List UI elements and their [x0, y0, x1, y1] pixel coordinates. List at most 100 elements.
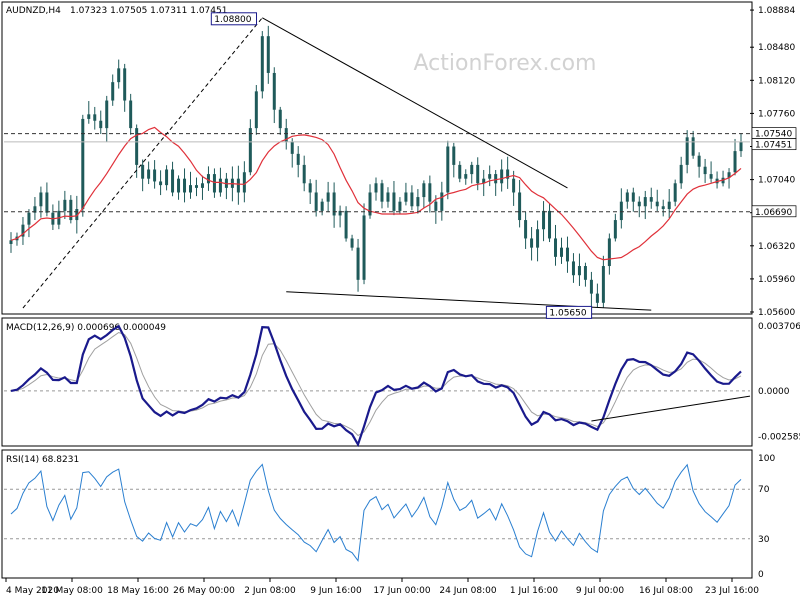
price-tick-label: 1.07040 [758, 176, 795, 186]
trough-annotation: 1.05650 [549, 308, 586, 318]
candle-body [571, 261, 575, 276]
candle-body [392, 192, 396, 211]
price-tick-label: 1.08120 [758, 76, 795, 86]
price-tick-label: 1.05960 [758, 275, 795, 285]
candle-body [559, 247, 563, 257]
x-tick-label: 23 Jul 16:00 [705, 586, 759, 596]
candle-body [577, 266, 581, 276]
candle-body [506, 169, 510, 179]
candle-body [153, 169, 157, 182]
candle-body [410, 192, 414, 207]
candle-body [39, 192, 43, 207]
lower-level-label-box [751, 205, 797, 218]
candle-body [296, 153, 300, 165]
candle-body [344, 210, 348, 239]
candle-body [619, 201, 623, 221]
rsi-tick-label: 0 [758, 570, 764, 580]
candle-body [194, 185, 198, 188]
candle-body [386, 192, 390, 202]
candle-body [117, 68, 121, 83]
candle-body [218, 178, 222, 193]
candle-body [93, 114, 97, 121]
macd-tick-label: -0.002585 [758, 433, 800, 443]
candle-body [494, 174, 498, 184]
candle-body [434, 201, 438, 211]
candle-body [637, 201, 641, 207]
candle-body [260, 36, 264, 92]
overlays-group: 1.08800 1.05650 [4, 12, 750, 319]
macd-trendline [591, 395, 751, 422]
candle-body [440, 192, 444, 211]
candle-body [542, 210, 546, 230]
candle-body [75, 209, 79, 221]
candle-body [320, 201, 324, 211]
x-tick-label: 18 May 16:00 [107, 586, 169, 596]
candle-body [33, 206, 37, 213]
price-axis: 1.088841.084801.081201.077601.074001.070… [750, 6, 797, 318]
candle-body [141, 164, 145, 179]
candle-body [99, 120, 103, 129]
candle-body [488, 174, 492, 179]
falling-trendline [262, 17, 568, 189]
current-price-label-box [751, 138, 797, 151]
candle-body [404, 192, 408, 202]
candle-body [63, 199, 67, 211]
candle-body [464, 174, 468, 179]
rsi-group [4, 463, 750, 563]
peak-annotation-box [210, 12, 258, 26]
current-price-label: 1.07451 [755, 141, 792, 151]
candle-body [607, 238, 611, 267]
candle-body [332, 192, 336, 216]
candle-body [129, 100, 133, 129]
candle-body [452, 146, 456, 165]
candle-body [655, 201, 659, 207]
candle-body [685, 137, 689, 165]
candle-body [368, 192, 372, 216]
candle-body [111, 82, 115, 101]
candle-body [524, 220, 528, 239]
candle-body [374, 183, 378, 193]
x-tick-label: 9 Jul 00:00 [576, 586, 625, 596]
candle-body [21, 224, 25, 237]
candle-body [356, 247, 360, 280]
x-tick-label: 4 May 2020 [6, 586, 59, 596]
candle-body [565, 247, 569, 262]
candle-body [302, 164, 306, 184]
candle-body [613, 220, 617, 239]
candle-body [733, 151, 737, 173]
macd-main-line [10, 324, 742, 448]
candle-body [428, 183, 432, 202]
candle-body [679, 164, 683, 184]
x-tick-label: 16 Jul 08:00 [639, 586, 693, 596]
rsi-tick-label: 100 [758, 454, 775, 464]
candle-body [643, 197, 647, 207]
candle-body [709, 174, 713, 179]
moving-average-group [10, 126, 742, 261]
candle-body [691, 137, 695, 156]
candle-body [171, 169, 175, 193]
candle-body [350, 238, 354, 248]
candle-body [242, 172, 246, 193]
x-tick-label: 2 Jun 08:00 [244, 586, 296, 596]
candle-body [290, 141, 294, 154]
price-tick-label: 1.08884 [758, 6, 795, 16]
candle-body [703, 166, 707, 175]
candle-body [45, 192, 49, 213]
candle-body [105, 100, 109, 129]
macd-title: MACD(12,26,9) 0.000696 0.000049 [6, 323, 166, 333]
candle-body [583, 266, 587, 280]
lower-level-label: 1.06690 [755, 208, 792, 218]
x-tick-label: 1 Jul 16:00 [510, 586, 559, 596]
x-tick-label: 26 May 00:00 [173, 586, 235, 596]
price-tick-label: 1.07760 [758, 109, 795, 119]
candle-body [212, 174, 216, 193]
candle-body [482, 178, 486, 184]
candle-body [183, 178, 187, 193]
candle-body [589, 279, 593, 294]
candle-body [314, 192, 318, 211]
watermark: ActionForex.com [414, 51, 597, 76]
price-tick-label: 1.05600 [758, 308, 795, 318]
price-tick-label: 1.08480 [758, 43, 795, 53]
trough-annotation-box [545, 305, 593, 319]
